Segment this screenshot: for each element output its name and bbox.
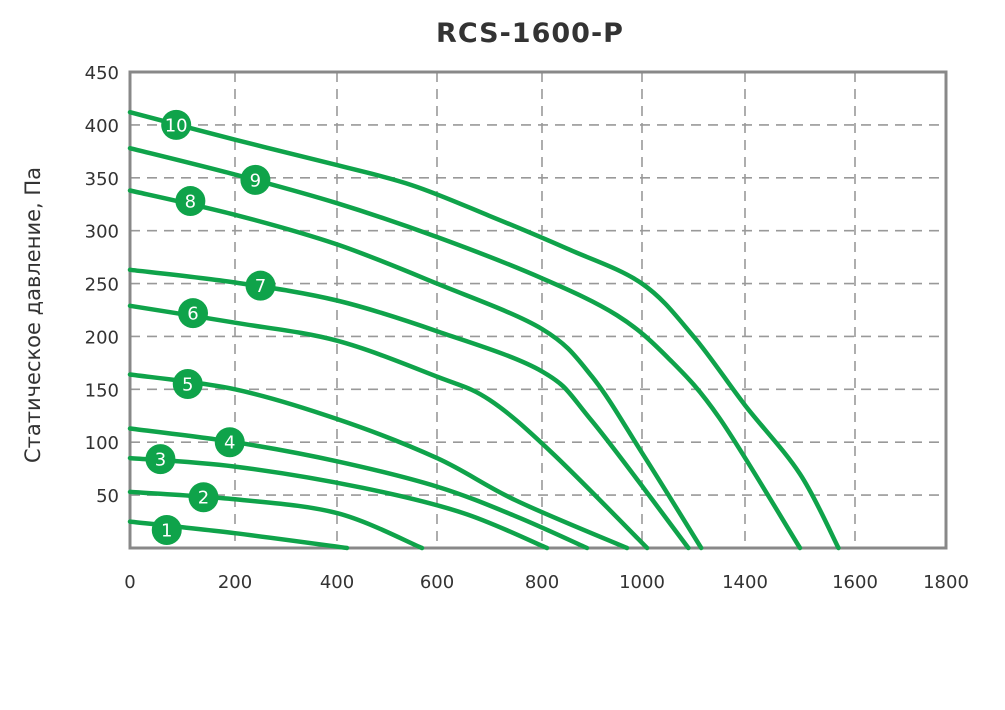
y-tick-label: 450 <box>85 63 119 84</box>
series-line-9 <box>127 145 803 551</box>
x-tick-label: 1800 <box>923 572 969 593</box>
x-tick-label: 1400 <box>722 572 768 593</box>
y-tick-label: 250 <box>85 275 119 296</box>
series-badge-label-10: 10 <box>165 115 188 136</box>
series-lines <box>127 109 841 551</box>
series-line-6 <box>127 303 650 551</box>
series-line-3 <box>127 455 550 551</box>
y-tick-label: 350 <box>85 169 119 190</box>
x-axis-ticks: 0 200 400 600 800 1000 1400 1600 1800 <box>124 572 969 593</box>
series-badge-6 <box>178 298 208 329</box>
series-badge-label-1: 1 <box>161 521 172 542</box>
series-badge-10 <box>161 109 192 140</box>
series-badge-label-6: 6 <box>187 304 198 325</box>
series-badge-label-9: 9 <box>250 170 261 191</box>
series-badge-label-7: 7 <box>255 276 266 297</box>
series-badge-2 <box>188 482 219 513</box>
series-line-2 <box>127 489 425 551</box>
series-badge-9 <box>240 164 271 195</box>
y-tick-label: 100 <box>85 433 119 454</box>
y-tick-label: 50 <box>96 486 119 507</box>
series-badge-label-2: 2 <box>198 488 209 509</box>
x-tick-label: 0 <box>124 572 135 593</box>
series-badge-7 <box>245 270 276 301</box>
x-tick-label: 1600 <box>832 572 878 593</box>
x-tick-label: 600 <box>420 572 454 593</box>
plot-frame <box>128 70 948 550</box>
y-axis-ticks: 450 400 350 300 250 200 150 100 50 <box>85 63 119 507</box>
series-badge-1 <box>151 515 182 546</box>
chart-title: RCS-1600-P <box>436 18 624 49</box>
x-tick-label: 1000 <box>619 572 665 593</box>
y-tick-label: 200 <box>85 327 119 348</box>
y-tick-label: 150 <box>85 380 119 401</box>
series-badges: 1 2 3 4 5 6 7 8 9 10 <box>145 109 276 546</box>
series-badge-8 <box>175 186 206 217</box>
y-tick-label: 400 <box>85 116 119 137</box>
series-line-5 <box>127 372 630 551</box>
series-line-7 <box>127 267 691 551</box>
series-badge-label-5: 5 <box>182 375 193 396</box>
series-badge-label-8: 8 <box>185 192 196 213</box>
series-badge-label-3: 3 <box>155 450 166 471</box>
series-line-10 <box>127 109 841 551</box>
series-badge-4 <box>214 427 245 458</box>
x-tick-label: 200 <box>218 572 252 593</box>
series-line-8 <box>127 188 704 551</box>
series-badge-label-4: 4 <box>224 433 235 454</box>
series-badge-5 <box>172 369 203 400</box>
x-tick-label: 800 <box>525 572 559 593</box>
y-tick-label: 300 <box>85 222 119 243</box>
series-badge-3 <box>145 444 176 475</box>
x-tick-label: 400 <box>320 572 354 593</box>
